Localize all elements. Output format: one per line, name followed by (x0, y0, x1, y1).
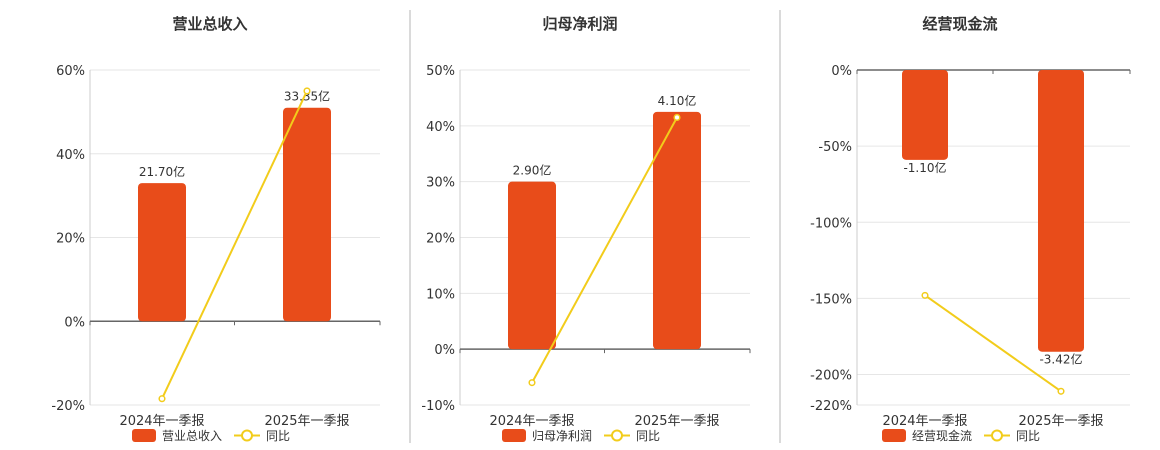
y-tick-label: 20% (426, 232, 455, 247)
x-category-label: 2024年一季报 (489, 414, 574, 429)
y-tick-label: 40% (426, 120, 455, 135)
yoy-point (303, 87, 311, 95)
yoy-point (528, 379, 536, 387)
chart-title: 归母净利润 (542, 15, 617, 33)
bar (138, 183, 186, 322)
chart-title: 营业总收入 (172, 15, 247, 33)
y-tick-label: -220% (810, 399, 852, 414)
bar-data-label: 21.70亿 (139, 164, 185, 179)
y-tick-label: -50% (818, 140, 852, 155)
bar (283, 107, 331, 322)
y-tick-label: -100% (810, 216, 852, 231)
yoy-point (921, 291, 929, 299)
bar-data-label: 33.35亿 (284, 89, 330, 104)
x-category-label: 2024年一季报 (119, 414, 204, 429)
y-tick-label: -150% (810, 292, 852, 307)
yoy-line (531, 116, 678, 384)
y-tick-label: -20% (51, 399, 85, 414)
legend-label-bar: 经营现金流 (912, 428, 972, 443)
chart-panel-2: 归母净利润 50% 40% 30% 20% 10% 0% -10% 2.90亿 4.10亿 2024… (421, 15, 751, 443)
bar (902, 70, 948, 160)
legend: 归母净利润 同比 (502, 429, 660, 443)
chart-panel-3: 经营现金流 0% -50% -100% -150% -200% -220% -1.10亿 -3.… (810, 15, 1131, 443)
legend-bar-swatch (502, 429, 526, 442)
legend: 营业总收入 同比 (132, 429, 290, 443)
y-tick-label: 60% (56, 64, 85, 79)
y-tick-label: 30% (426, 176, 455, 191)
legend-line-marker (241, 429, 253, 442)
legend: 经营现金流 同比 (882, 428, 1040, 443)
legend-label-line: 同比 (266, 429, 290, 443)
x-category-label: 2025年一季报 (1018, 414, 1103, 429)
legend-label-bar: 营业总收入 (162, 429, 222, 443)
x-category-label: 2025年一季报 (634, 414, 719, 429)
bar-data-label: -3.42亿 (1039, 352, 1082, 367)
legend-line-marker (611, 429, 623, 442)
y-tick-label: 10% (426, 287, 455, 302)
bar-data-label: 2.90亿 (513, 163, 552, 178)
bar-data-label: -1.10亿 (903, 160, 946, 175)
yoy-point (1057, 387, 1065, 395)
y-tick-label: 20% (56, 232, 85, 247)
legend-label-line: 同比 (1016, 429, 1040, 443)
y-tick-label: 50% (426, 64, 455, 79)
y-tick-label: -200% (810, 369, 852, 384)
y-tick-label: -10% (421, 399, 455, 414)
yoy-point (158, 395, 166, 403)
chart-title: 经营现金流 (922, 15, 997, 33)
legend-line-marker (991, 429, 1003, 442)
yoy-point (673, 113, 681, 122)
y-tick-label: 40% (56, 148, 85, 163)
legend-bar-swatch (132, 429, 156, 442)
x-category-label: 2024年一季报 (882, 414, 967, 429)
bar (508, 181, 556, 350)
x-category-label: 2025年一季报 (264, 414, 349, 429)
legend-label-line: 同比 (636, 429, 660, 443)
bar (1038, 70, 1084, 352)
bar (653, 111, 701, 350)
bar-data-label: 4.10亿 (658, 93, 697, 108)
chart-panel-1: 营业总收入 60% 40% 20% 0% -20% 21.70亿 33.35亿 2024年一季报… (51, 15, 381, 443)
legend-label-bar: 归母净利润 (532, 429, 592, 443)
legend-bar-swatch (882, 429, 906, 442)
yoy-line (161, 90, 308, 400)
y-tick-label: 0% (831, 64, 852, 79)
yoy-line (924, 294, 1062, 393)
y-tick-label: 0% (64, 315, 85, 330)
y-tick-label: 0% (434, 343, 455, 358)
